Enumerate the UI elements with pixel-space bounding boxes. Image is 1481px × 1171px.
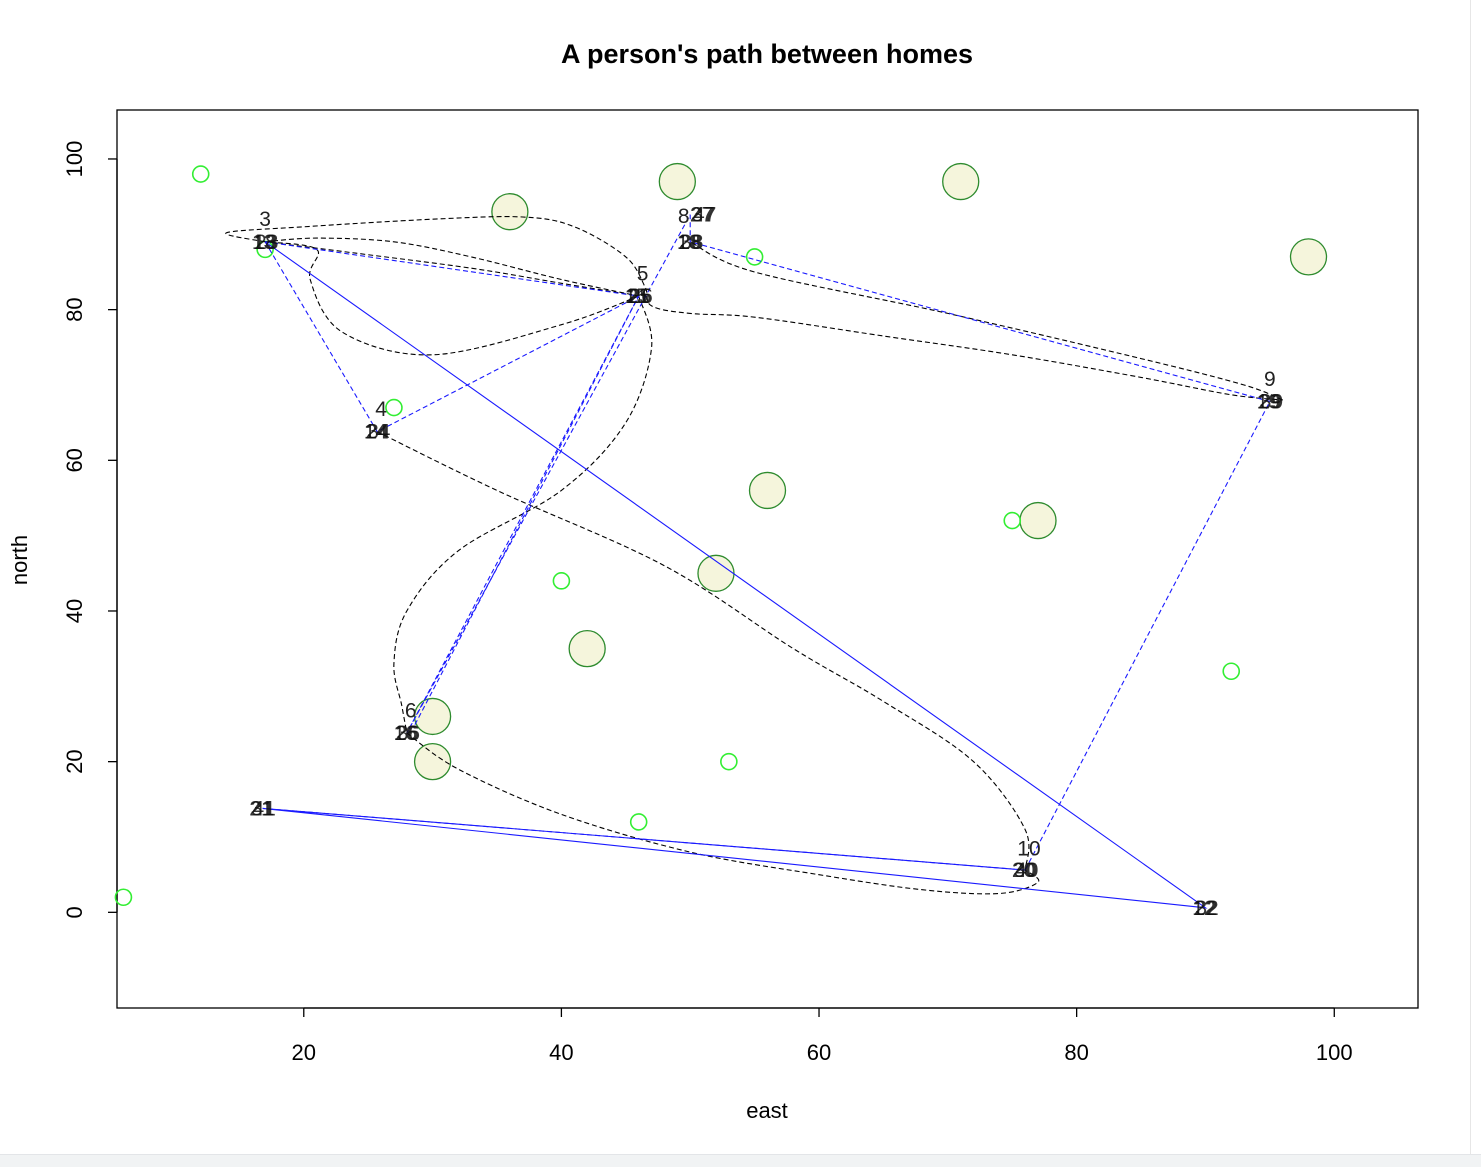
large-point [942, 162, 980, 201]
stacked-home-label: 14 [364, 421, 388, 444]
x-axis: 20 40 60 80 100 [292, 1007, 1353, 1065]
stacked-home-label: 34 [367, 421, 391, 444]
large-point [748, 471, 787, 510]
small-point [552, 572, 571, 590]
small-point [1222, 662, 1241, 681]
home-label: 9 [1264, 368, 1276, 391]
curved-path [265, 241, 639, 297]
large-point [1019, 501, 1057, 540]
small-point [629, 813, 648, 831]
straight-path [262, 214, 1271, 871]
curved-path [689, 241, 1283, 401]
y-axis-label: north [7, 535, 32, 585]
stacked-home-label: 38 [680, 231, 703, 254]
stacked-home-label: 27 [690, 204, 713, 227]
y-axis: 0 20 40 60 80 100 [62, 141, 118, 918]
stacked-home-label: 26 [629, 285, 652, 308]
curved-path [265, 241, 639, 356]
stacked-home-label: 12 [1192, 897, 1215, 920]
small-point [114, 888, 133, 907]
marker-layer [114, 162, 1328, 907]
y-tick-label: 100 [62, 141, 87, 178]
x-tick-label: 60 [807, 1040, 831, 1065]
x-tick-label: 100 [1316, 1040, 1353, 1065]
large-point [658, 162, 696, 201]
home-label: 4 [375, 398, 387, 421]
curved-path [393, 295, 653, 734]
y-tick-label: 60 [62, 448, 87, 472]
small-point [191, 165, 210, 183]
stacked-home-label: 28 [679, 231, 702, 254]
curved-path [225, 216, 1283, 401]
stacked-home-label: 20 [1012, 859, 1035, 882]
x-tick-label: 40 [549, 1040, 573, 1065]
home-label: 6 [405, 699, 417, 722]
stacked-home-label: 47 [693, 204, 716, 227]
stacked-home-label: 18 [253, 231, 276, 254]
stacked-home-label: 15 [625, 285, 648, 308]
large-point [413, 743, 452, 781]
y-tick-label: 40 [62, 599, 87, 623]
large-point [491, 193, 529, 231]
stacked-home-label: 29 [1258, 391, 1281, 414]
stacked-home-label: 30 [1013, 859, 1036, 882]
large-point [1289, 238, 1328, 276]
x-axis-label: east [746, 1098, 788, 1123]
stacked-home-label: 23 [255, 231, 278, 254]
small-point [385, 398, 403, 417]
stacked-home-label: 21 [249, 797, 272, 820]
stacked-home-label: 25 [628, 285, 651, 308]
y-tick-label: 0 [62, 906, 87, 918]
stacked-home-label: 40 [1015, 859, 1038, 882]
x-tick-label: 20 [292, 1040, 316, 1065]
stacked-home-label: 16 [394, 722, 417, 745]
stacked-home-label: 26 [395, 722, 418, 745]
home-label: 8 [678, 205, 690, 228]
stacked-home-label: 13 [252, 231, 275, 254]
home-label: 10 [1017, 837, 1040, 860]
stacked-home-label: 22 [1194, 897, 1217, 920]
curved-path [265, 237, 639, 297]
plot-frame [116, 109, 1419, 1009]
stacked-home-label: 21 [626, 285, 649, 308]
curved-path [406, 732, 1040, 895]
home-label: 3 [259, 208, 271, 231]
small-point [745, 248, 764, 266]
curved-path [376, 431, 1030, 871]
small-point [1003, 511, 1022, 530]
home-label-layer: 3456891013182314243415212526162636273747… [249, 204, 1283, 920]
stacked-home-label: 39 [1260, 391, 1283, 414]
straight-path [265, 241, 640, 729]
large-point [568, 629, 606, 668]
stacked-home-label: 36 [397, 722, 420, 745]
y-tick-label: 20 [62, 749, 87, 773]
stacked-home-label: 32 [1195, 897, 1218, 920]
stacked-home-label: 24 [366, 421, 390, 444]
stacked-home-label: 19 [1257, 391, 1280, 414]
chart-title: A person's path between homes [561, 39, 973, 69]
straight-path-layer [262, 214, 1271, 909]
window-edge [1470, 0, 1471, 1154]
curved-path-layer [225, 216, 1283, 895]
stacked-home-label: 37 [691, 204, 714, 227]
y-tick-label: 80 [62, 297, 87, 321]
stacked-home-label: 18 [677, 231, 700, 254]
home-label: 5 [637, 262, 649, 285]
x-tick-label: 80 [1064, 1040, 1088, 1065]
small-point [720, 752, 738, 771]
status-strip [0, 1154, 1481, 1167]
stacked-home-label: 31 [251, 797, 274, 820]
stacked-home-label: 41 [252, 797, 275, 820]
